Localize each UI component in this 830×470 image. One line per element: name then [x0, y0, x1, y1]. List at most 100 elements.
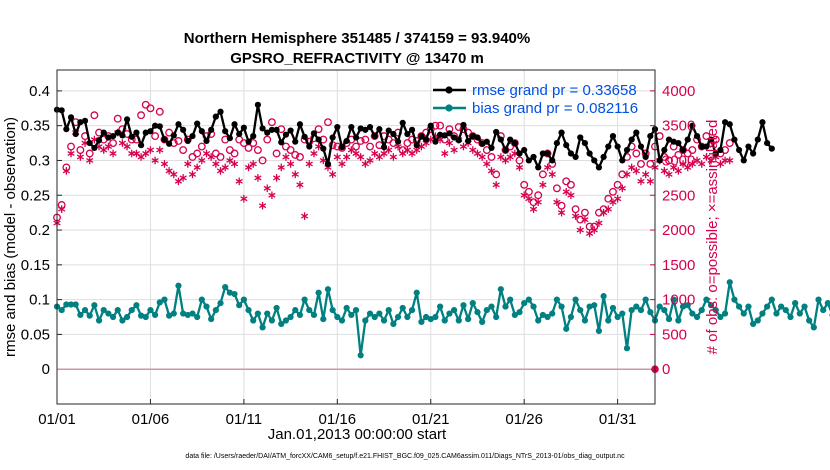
obs-possible-point — [613, 180, 622, 189]
bias-point — [497, 286, 504, 293]
rmse-point — [184, 137, 191, 145]
x-tick-label: 01/26 — [505, 411, 543, 428]
obs-assimilated-point — [268, 191, 276, 200]
obs-possible-point — [492, 170, 501, 179]
bias-point — [371, 313, 378, 321]
bias-point — [820, 306, 827, 314]
rmse-point — [619, 157, 626, 164]
y-tick-label: 0.15 — [21, 257, 50, 274]
bias-point — [315, 289, 322, 296]
bias-point — [614, 313, 621, 321]
bias-point — [465, 316, 472, 323]
asterisk-stroke — [286, 161, 295, 167]
obs-assimilated-point — [534, 198, 542, 207]
obs-assimilated-point — [300, 212, 309, 220]
rmse-point — [390, 130, 397, 138]
bias-point — [661, 306, 668, 314]
legend-marker-rmse — [445, 86, 453, 94]
rmse-point — [469, 133, 476, 140]
obs-assimilated-point — [100, 146, 108, 154]
rmse-point — [156, 123, 163, 130]
obs-possible-point — [90, 111, 99, 120]
obs-possible-point — [520, 180, 529, 189]
asterisk-stroke — [324, 164, 332, 170]
obs-assimilated-point — [399, 149, 407, 158]
asterisk-stroke — [483, 161, 491, 167]
asterisk-stroke — [385, 147, 393, 153]
obs-assimilated-point — [469, 146, 477, 154]
y-right-tick-label: 3500 — [662, 118, 695, 135]
rmse-point — [362, 126, 369, 133]
bias-point — [282, 317, 290, 324]
obs-assimilated-point — [58, 205, 66, 213]
bias-point — [175, 282, 182, 289]
bias-point — [810, 324, 817, 331]
obs-assimilated-point — [343, 153, 351, 161]
obs-assimilated-point — [623, 170, 631, 179]
bias-point — [778, 303, 785, 310]
y-tick-label: 0.2 — [29, 222, 50, 239]
asterisk-stroke — [207, 154, 215, 160]
bias-point — [605, 317, 612, 324]
bias-point — [679, 303, 687, 310]
bias-point — [399, 304, 406, 312]
obs-assimilated-point — [352, 149, 360, 158]
obs-assimilated-point — [156, 146, 164, 154]
rmse-point — [376, 126, 383, 133]
legend: rmse grand pr = 0.33658 bias grand pr = … — [433, 82, 638, 117]
asterisk-stroke — [305, 161, 313, 167]
bias-point — [525, 296, 532, 303]
obs-assimilated-point — [609, 198, 617, 207]
rmse-point — [642, 153, 649, 161]
bias-point — [455, 317, 462, 324]
rmse-point — [67, 114, 75, 121]
obs-assimilated-point — [492, 181, 500, 189]
obs-possible-point — [267, 118, 276, 127]
asterisk-stroke — [249, 161, 257, 167]
bias-point — [166, 312, 173, 319]
rmse-point — [600, 153, 607, 161]
bias-point — [222, 284, 229, 291]
asterisk-stroke — [268, 192, 276, 198]
asterisk-stroke — [165, 168, 173, 174]
bias-point — [100, 306, 107, 314]
obs-assimilated-point — [478, 153, 486, 161]
bias-point — [479, 318, 486, 325]
asterisk-stroke — [198, 157, 206, 163]
rmse-point — [58, 107, 65, 114]
y-right-tick-label: 0 — [662, 361, 670, 378]
rmse-point — [497, 136, 504, 143]
asterisk-stroke — [212, 161, 220, 167]
obs-assimilated-point — [599, 208, 608, 217]
obs-possible-point — [366, 142, 374, 151]
bias-point — [796, 310, 803, 317]
y-right-tick-label: 2500 — [662, 187, 695, 204]
asterisk-stroke — [403, 147, 412, 153]
rmse-point — [329, 134, 336, 141]
rmse-point — [679, 146, 687, 154]
rmse-point — [338, 144, 346, 151]
obs-assimilated-point — [170, 170, 178, 179]
obs-assimilated-point — [665, 170, 673, 179]
obs-assimilated-point — [109, 149, 117, 158]
bias-point — [544, 313, 551, 321]
rmse-point — [203, 137, 210, 145]
asterisk-stroke — [361, 161, 369, 167]
asterisk-stroke — [688, 161, 697, 167]
obs-assimilated-point — [450, 146, 458, 154]
chart-subtitle: GPSRO_REFRACTIVITY @ 13470 m — [230, 50, 484, 67]
asterisk-stroke — [142, 151, 150, 156]
bias-point — [427, 316, 434, 323]
rmse-point — [446, 130, 453, 137]
obs-assimilated-point — [357, 153, 365, 161]
rmse-point — [474, 134, 481, 141]
rmse-point — [170, 132, 177, 139]
obs-assimilated-point — [286, 160, 295, 168]
asterisk-stroke — [230, 161, 239, 167]
obs-assimilated-point — [520, 191, 528, 200]
obs-assimilated-point — [244, 163, 253, 172]
rmse-point — [273, 126, 280, 133]
bias-point — [712, 306, 719, 314]
obs-possible-point — [109, 139, 118, 148]
asterisk-stroke — [123, 144, 131, 150]
